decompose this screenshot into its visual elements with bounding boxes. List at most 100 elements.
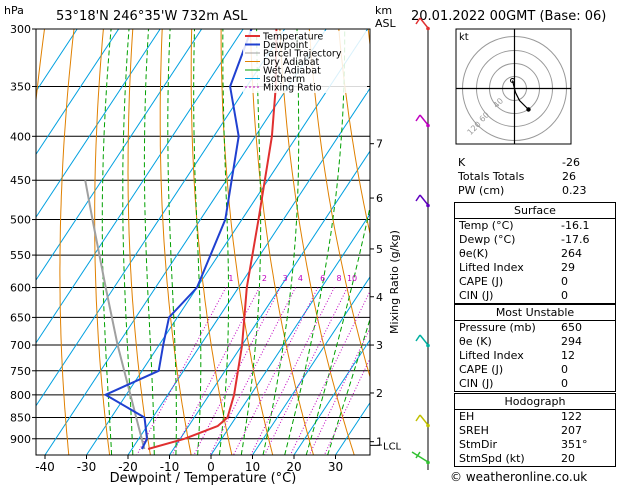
pressure-tick-label: 500	[10, 214, 31, 227]
legend-entry: Dry Adiabat	[263, 57, 320, 68]
isotherm-line	[210, 213, 370, 455]
wind-barb-point	[426, 460, 430, 465]
hodograph-stat-row: StmSpd (kt) 20	[455, 452, 615, 466]
most-unstable-row-value: 0	[561, 363, 568, 376]
pressure-tick-label: 600	[10, 282, 31, 295]
wind-barb-flag	[415, 114, 421, 122]
surface-panel: Surface Temp (°C) -16.1 Dewp (°C) -17.6 θe(K…	[454, 202, 616, 304]
wind-barb-point	[426, 26, 430, 31]
wind-barb	[411, 451, 429, 463]
pressure-tick-label: 300	[10, 23, 31, 36]
pressure-tick-label: 850	[10, 411, 31, 424]
lcl-label: LCL	[383, 441, 402, 452]
surface-row: Temp (°C) -16.1	[455, 219, 615, 233]
mixing-ratio-line	[193, 287, 281, 455]
hodograph-stats-title: Hodograph	[455, 394, 615, 410]
sounding-datetime: 20.01.2022 00GMT (Base: 06)	[411, 9, 606, 24]
most-unstable-row: CAPE (J) 0	[455, 363, 615, 377]
x-tick-label: -10	[160, 460, 180, 474]
most-unstable-row: Pressure (mb) 650	[455, 321, 615, 335]
hodograph-stat-row-label: EH	[459, 410, 475, 423]
hodograph-stat-row-value: 20	[561, 452, 575, 465]
surface-row-value: -16.1	[561, 219, 590, 232]
isotherm-line	[36, 29, 120, 156]
wind-barb-point	[426, 343, 430, 348]
surface-title: Surface	[455, 203, 615, 219]
wet-adiabat-line	[167, 29, 177, 455]
index-row-label: Totals Totals	[458, 170, 525, 183]
index-row-value: 26	[562, 170, 576, 183]
index-row-label: PW (cm)	[458, 184, 505, 197]
isotherm-line	[293, 338, 370, 455]
km-tick-label: 1	[376, 436, 383, 449]
pressure-tick-label: 800	[10, 389, 31, 402]
mixing-ratio-line	[323, 357, 370, 455]
temperature-line	[147, 29, 278, 450]
plot-frame	[35, 28, 371, 456]
mixing-ratio-label: 15	[371, 274, 381, 283]
surface-row-label: CAPE (J)	[459, 275, 504, 288]
isotherm-line	[44, 29, 327, 455]
parcel-trajectory-line	[84, 180, 146, 450]
index-row-label: K	[458, 156, 466, 169]
isotherm-line	[86, 29, 369, 455]
index-row-value: -26	[562, 156, 580, 169]
legend-entry: Wet Adiabat	[263, 66, 321, 77]
hodograph-stat-row: EH 122	[455, 410, 615, 424]
most-unstable-row-label: CIN (J)	[459, 377, 494, 390]
isotherm-line	[252, 276, 370, 455]
wind-barb-flag	[415, 334, 421, 342]
most-unstable-row-value: 294	[561, 335, 582, 348]
hodograph-trace	[511, 80, 529, 110]
surface-row: CIN (J) 0	[455, 289, 615, 303]
surface-row-label: Temp (°C)	[459, 219, 514, 232]
dry-adiabat-line	[127, 29, 151, 455]
plot-background-lines	[36, 29, 370, 455]
x-tick-label: -40	[35, 460, 55, 474]
pressure-unit-label: hPa	[4, 4, 24, 17]
dry-adiabat-line	[190, 29, 233, 455]
surface-row-label: θe(K)	[459, 247, 489, 260]
x-tick-label: -20	[118, 460, 138, 474]
most-unstable-row-value: 12	[561, 349, 575, 362]
wet-adiabat-line	[305, 204, 370, 455]
dry-adiabat-line	[308, 29, 370, 379]
pressure-tick-label: 450	[10, 174, 31, 187]
surface-row: θe(K) 264	[455, 247, 615, 261]
isotherm-line	[36, 29, 161, 219]
wind-barb-flag	[415, 414, 421, 422]
wind-barb	[419, 114, 429, 126]
most-unstable-panel: Most Unstable Pressure (mb) 650 θe (K) 294 L…	[454, 304, 616, 392]
index-row-value: 0.23	[562, 184, 587, 197]
wind-barb-point	[426, 203, 430, 208]
wind-barb-flag	[415, 17, 421, 25]
most-unstable-row-label: CAPE (J)	[459, 363, 504, 376]
index-row: K -26	[454, 156, 616, 170]
surface-row-value: 0	[561, 275, 568, 288]
pressure-tick-label: 700	[10, 339, 31, 352]
wet-adiabat-line	[122, 29, 134, 455]
most-unstable-row: CIN (J) 0	[455, 377, 615, 391]
index-row: PW (cm) 0.23	[454, 184, 616, 198]
pressure-tick-label: 550	[10, 249, 31, 262]
wind-barb-flag	[415, 451, 421, 459]
km-tick-label: 6	[376, 192, 383, 205]
surface-row-value: 264	[561, 247, 582, 260]
station-location: 53°18'N 246°35'W 732m ASL	[56, 9, 248, 24]
surface-row-label: Lifted Index	[459, 261, 524, 274]
most-unstable-row-label: Lifted Index	[459, 349, 524, 362]
hodograph-stat-row-value: 351°	[561, 438, 588, 451]
wind-barb	[419, 334, 429, 346]
legend-entry: Mixing Ratio	[263, 83, 322, 94]
pressure-tick-label: 400	[10, 130, 31, 143]
wind-barb	[419, 17, 429, 29]
wind-barb-point	[426, 123, 430, 128]
legend-entry: Parcel Trajectory	[263, 49, 342, 60]
hodograph-stat-row: StmDir 351°	[455, 438, 615, 452]
most-unstable-row-value: 650	[561, 321, 582, 334]
legend-box	[243, 31, 367, 93]
wet-adiabat-line	[193, 29, 202, 455]
dry-adiabat-line	[338, 29, 370, 237]
